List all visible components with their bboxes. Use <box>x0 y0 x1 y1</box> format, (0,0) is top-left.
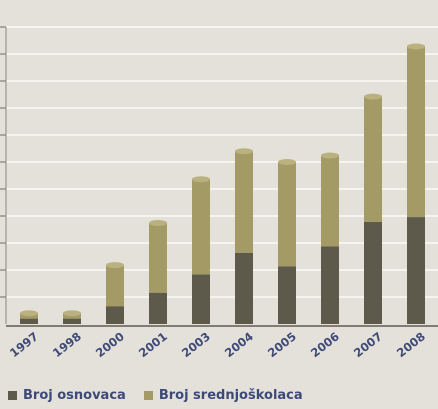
bar-segment-osnovaca-1998 <box>63 319 81 324</box>
x-tick-label-2007: 2007 <box>351 329 385 360</box>
bar-cap-2007 <box>364 94 382 100</box>
x-tick-labels: 1997 1998 2000 2001 2003 2004 2005 2006 2007 2008 <box>7 329 428 360</box>
x-tick-label-2003: 2003 <box>179 329 213 360</box>
bars <box>20 43 425 324</box>
bar-segment-srednjoskolaca-2005 <box>278 162 296 266</box>
bar-segment-srednjoskolaca-2007 <box>364 97 382 222</box>
bar-segment-osnovaca-2006 <box>321 246 339 324</box>
bar-segment-osnovaca-2003 <box>192 274 210 324</box>
legend-swatch-osnovaca <box>8 391 17 400</box>
bar-segment-srednjoskolaca-2000 <box>106 265 124 306</box>
x-tick-label-2001: 2001 <box>136 329 170 360</box>
bar-segment-osnovaca-2008 <box>407 217 425 324</box>
x-tick-label-2008: 2008 <box>394 329 428 360</box>
x-tick-label-1997: 1997 <box>7 329 41 360</box>
bar-cap-2005 <box>278 159 296 165</box>
bar-segment-srednjoskolaca-2008 <box>407 46 425 217</box>
x-tick-label-2000: 2000 <box>93 329 127 360</box>
bar-segment-osnovaca-2004 <box>235 253 253 324</box>
x-tick-label-2005: 2005 <box>265 329 299 360</box>
legend-swatch-srednjoskolaca <box>144 391 153 400</box>
bar-segment-srednjoskolaca-2006 <box>321 156 339 247</box>
x-tick-label-2006: 2006 <box>308 329 342 360</box>
legend-item-osnovaca: Broj osnovaca <box>8 388 126 403</box>
legend-item-srednjoskolaca: Broj srednjoškolaca <box>144 388 303 403</box>
legend: Broj osnovaca Broj srednjoškolaca <box>8 388 321 403</box>
bar-cap-2000 <box>106 262 124 268</box>
bar-segment-osnovaca-2000 <box>106 306 124 324</box>
bar-segment-osnovaca-2007 <box>364 222 382 324</box>
bar-cap-2003 <box>192 176 210 182</box>
bar-segment-srednjoskolaca-2003 <box>192 179 210 274</box>
x-tick-label-1998: 1998 <box>50 329 84 360</box>
bar-segment-srednjoskolaca-2004 <box>235 151 253 253</box>
legend-label-osnovaca: Broj osnovaca <box>23 388 126 403</box>
bar-cap-2008 <box>407 43 425 49</box>
legend-label-srednjoskolaca: Broj srednjoškolaca <box>159 388 303 403</box>
bar-segment-osnovaca-2001 <box>149 293 167 324</box>
x-tick-label-2004: 2004 <box>222 329 256 360</box>
bar-segment-osnovaca-2005 <box>278 266 296 324</box>
bar-cap-2006 <box>321 153 339 159</box>
bar-cap-2001 <box>149 220 167 226</box>
bar-segment-osnovaca-1997 <box>20 319 38 324</box>
bar-cap-1997 <box>20 310 38 316</box>
bar-segment-srednjoskolaca-2001 <box>149 223 167 293</box>
bar-cap-2004 <box>235 148 253 154</box>
bar-cap-1998 <box>63 310 81 316</box>
